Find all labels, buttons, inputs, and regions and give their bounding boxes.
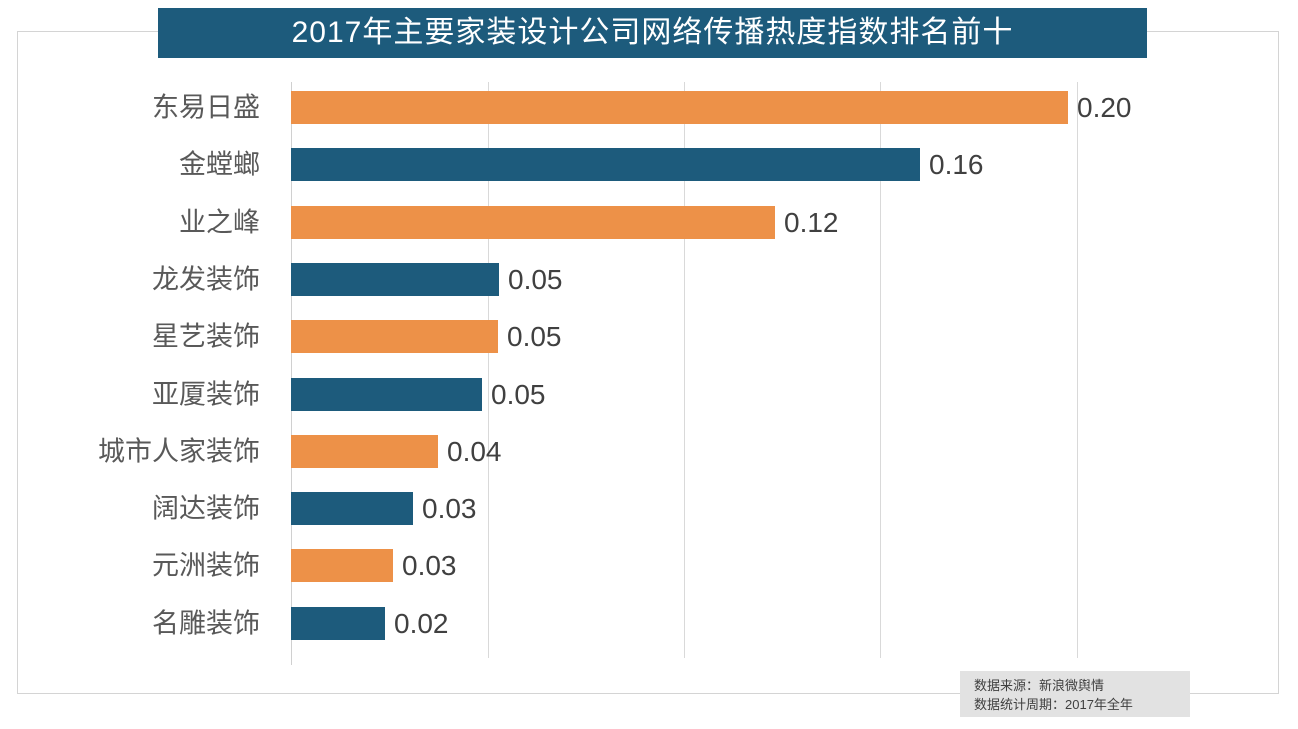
bar [291,378,482,411]
bar [291,263,499,296]
y-axis-line [291,82,292,665]
source-line: 数据来源：新浪微舆情 [974,678,1105,693]
category-label: 城市人家装饰 [98,436,260,466]
bar-row: 龙发装饰 0.05 [0,263,1298,296]
bar-row: 城市人家装饰 0.04 [0,435,1298,468]
bar-row: 元洲装饰 0.03 [0,549,1298,582]
value-label: 0.12 [784,206,839,238]
bar-row: 名雕装饰 0.02 [0,607,1298,640]
bar-row: 亚厦装饰 0.05 [0,378,1298,411]
value-label: 0.03 [422,492,477,524]
chart-title-banner: 2017年主要家装设计公司网络传播热度指数排名前十 [158,8,1147,58]
gridline-0.1 [684,82,685,658]
category-label: 金螳螂 [179,149,260,179]
bar [291,148,920,181]
value-label: 0.20 [1077,91,1132,123]
bar [291,549,393,582]
bar-row: 阔达装饰 0.03 [0,492,1298,525]
category-label: 亚厦装饰 [152,379,260,409]
category-label: 东易日盛 [152,92,260,122]
bar-row: 星艺装饰 0.05 [0,320,1298,353]
bar-row: 金螳螂 0.16 [0,148,1298,181]
value-label: 0.05 [508,263,563,295]
bar [291,492,413,525]
bar [291,435,438,468]
bar-row: 业之峰 0.12 [0,206,1298,239]
bar [291,206,775,239]
category-label: 龙发装饰 [152,264,260,294]
bar [291,607,385,640]
value-label: 0.05 [507,320,562,352]
bar [291,91,1068,124]
gridline-0.05 [488,82,489,658]
category-label: 名雕装饰 [152,608,260,638]
bar [291,320,498,353]
category-label: 业之峰 [179,207,260,237]
source-note: 数据来源：新浪微舆情 数据统计周期：2017年全年 [960,671,1190,717]
value-label: 0.02 [394,607,449,639]
value-label: 0.03 [402,549,457,581]
page-title: 2017年主要家装设计公司网络传播热度指数排名前十 [291,16,1014,49]
category-label: 元洲装饰 [152,550,260,580]
value-label: 0.16 [929,148,984,180]
bar-row: 东易日盛 0.20 [0,91,1298,124]
bar-rows: 东易日盛 0.20 金螳螂 0.16 业之峰 0.12 龙发装饰 0.05 星艺装饰 0.05 亚厦… [0,82,1298,658]
gridline-0.2 [1077,82,1078,658]
period-line: 数据统计周期：2017年全年 [974,697,1133,712]
category-label: 阔达装饰 [152,493,260,523]
value-label: 0.05 [491,378,546,410]
gridline-0.15 [880,82,881,658]
value-label: 0.04 [447,435,502,467]
category-label: 星艺装饰 [152,321,260,351]
